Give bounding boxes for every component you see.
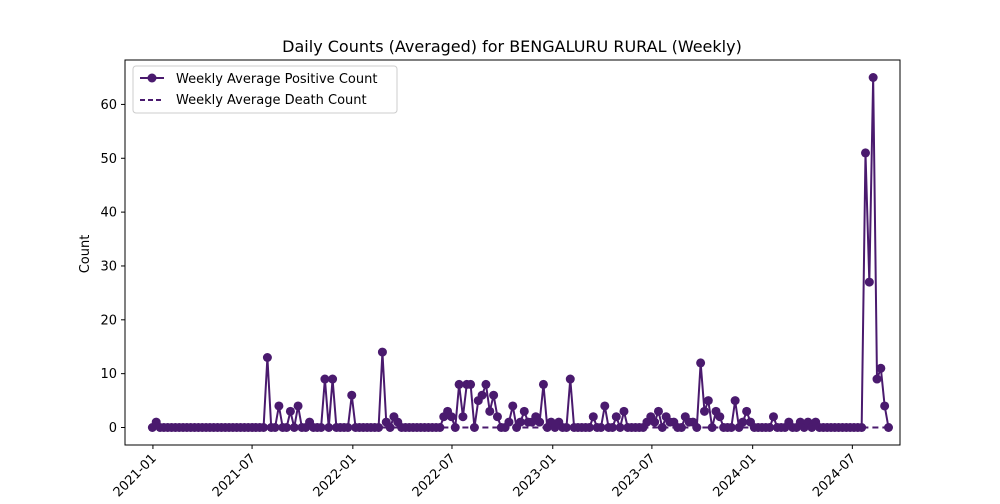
data-point [481,379,491,389]
data-point [707,423,717,432]
data-point [492,412,502,422]
data-point [600,401,610,411]
data-point [864,277,874,287]
y-tick-label: 30 [100,259,117,274]
data-point [650,417,660,427]
data-point [703,396,713,406]
data-point [485,406,495,416]
x-tick-label: 2024-07 [810,451,859,500]
x-tick-label: 2021-01 [111,451,160,500]
y-tick-label: 20 [100,313,117,328]
data-point [508,401,518,411]
legend: Weekly Average Positive Count Weekly Ave… [132,65,398,114]
data-point [699,406,709,416]
data-point [565,374,575,384]
y-axis-label: Count [78,235,93,274]
data-point [347,390,357,400]
axes: 0 10 20 30 40 50 60 2021-01 2021-07 2022-01 2022-0… [100,59,901,500]
y-tick-label: 0 [109,421,117,436]
data-point [611,412,621,422]
data-point [696,358,706,368]
data-point [538,379,548,389]
data-point [676,423,686,432]
data-point [765,423,775,432]
data-point [880,401,890,411]
data-point [262,353,272,362]
data-point [615,423,625,432]
data-point [868,73,878,82]
plot-frame [124,59,901,446]
x-tick-label: 2024-01 [710,451,759,500]
x-tick-label: 2021-07 [210,451,259,500]
plot-area [147,73,893,432]
y-tick-label: 10 [100,367,117,382]
data-point [588,412,598,422]
data-point [876,363,886,373]
data-point [377,347,387,357]
y-tick-label: 50 [100,152,117,167]
data-point [519,406,529,416]
data-point [872,374,882,384]
data-point [715,412,725,422]
data-point [657,423,667,432]
data-point [738,417,748,427]
data-point [274,401,284,411]
data-point [489,390,499,400]
data-point [619,406,629,416]
data-point [768,412,778,422]
data-point [285,406,295,416]
data-point [504,417,514,427]
data-point [446,412,456,422]
data-point [860,148,870,158]
legend-positive-marker [147,73,157,83]
data-point [458,412,468,422]
data-point [857,423,867,432]
data-point [726,423,736,432]
data-point [328,374,338,384]
data-point [385,423,395,432]
data-point [435,423,445,432]
x-tick-label: 2022-07 [410,451,459,500]
data-point [374,423,384,432]
legend-positive-label: Weekly Average Positive Count [176,72,377,87]
data-point [535,417,545,427]
y-tick-label: 40 [100,206,117,221]
data-point [596,423,606,432]
y-tick-label: 60 [100,98,117,113]
data-point [477,390,487,400]
data-point [293,401,303,411]
data-point [730,396,740,406]
x-tick-label: 2023-07 [610,451,659,500]
data-point [742,406,752,416]
data-point [316,423,326,432]
x-tick-label: 2022-01 [311,451,360,500]
data-point [883,423,893,432]
x-tick-label: 2023-01 [511,451,560,500]
data-point [324,423,334,432]
data-point [320,374,330,384]
data-point [466,379,476,389]
data-point [454,379,464,389]
legend-box [132,65,398,114]
data-point [584,423,594,432]
legend-death-label: Weekly Average Death Count [176,93,367,108]
positive-count-line [151,76,890,429]
data-point [653,406,663,416]
chart-title: Daily Counts (Averaged) for BENGALURU RU… [282,37,742,56]
data-point [515,417,525,427]
